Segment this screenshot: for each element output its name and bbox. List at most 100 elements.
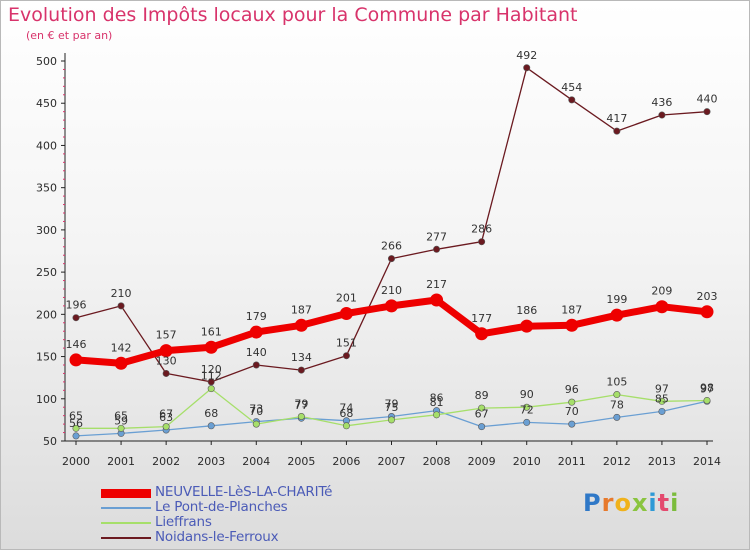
series-3-point bbox=[297, 366, 305, 374]
logo-letter: o bbox=[614, 489, 632, 517]
data-label: 120 bbox=[201, 363, 222, 376]
series-3-point bbox=[568, 96, 576, 104]
data-label: 96 bbox=[565, 383, 579, 396]
x-tick-label: 2004 bbox=[242, 455, 270, 468]
series-2-point bbox=[207, 385, 215, 393]
data-label: 68 bbox=[339, 407, 353, 420]
series-0-point bbox=[249, 325, 263, 339]
series-1-point bbox=[568, 420, 576, 428]
series-2-point bbox=[703, 396, 711, 404]
data-label: 179 bbox=[246, 310, 267, 323]
data-label: 266 bbox=[381, 240, 402, 253]
logo-letter: i bbox=[670, 489, 680, 517]
data-label: 201 bbox=[336, 291, 357, 304]
data-label: 81 bbox=[430, 396, 444, 409]
data-label: 56 bbox=[69, 417, 83, 430]
legend-swatch bbox=[101, 488, 151, 498]
series-2-point bbox=[117, 424, 125, 432]
series-0-point bbox=[475, 327, 489, 341]
x-tick-label: 2013 bbox=[648, 455, 676, 468]
data-label: 417 bbox=[606, 112, 627, 125]
series-2-point bbox=[297, 413, 305, 421]
data-label: 90 bbox=[520, 388, 534, 401]
data-label: 86 bbox=[430, 392, 444, 405]
data-label: 161 bbox=[201, 325, 222, 338]
data-label: 65 bbox=[69, 409, 83, 422]
data-label: 75 bbox=[385, 401, 399, 414]
series-0-point bbox=[520, 319, 534, 333]
data-label: 79 bbox=[294, 398, 308, 411]
x-tick-label: 2001 bbox=[107, 455, 135, 468]
series-0-point bbox=[294, 318, 308, 332]
data-label: 85 bbox=[655, 392, 669, 405]
data-label: 78 bbox=[610, 398, 624, 411]
data-label: 130 bbox=[156, 354, 177, 367]
data-label: 436 bbox=[651, 96, 672, 109]
series-0-point bbox=[385, 299, 398, 313]
series-1-point bbox=[72, 432, 80, 440]
series-0-point bbox=[700, 305, 714, 319]
series-3-point bbox=[523, 64, 531, 72]
series-layer bbox=[69, 64, 714, 440]
series-3-point bbox=[433, 245, 441, 253]
series-3-point bbox=[117, 302, 125, 310]
series-2-point bbox=[613, 391, 621, 399]
y-tick-label: 50 bbox=[43, 435, 57, 448]
series-3-point bbox=[703, 108, 711, 116]
data-label: 134 bbox=[291, 351, 312, 364]
data-label: 210 bbox=[111, 287, 132, 300]
y-tick-label: 400 bbox=[36, 139, 57, 152]
series-3-point bbox=[478, 238, 486, 246]
x-tick-label: 2003 bbox=[197, 455, 225, 468]
y-tick-label: 200 bbox=[36, 308, 57, 321]
series-2-point bbox=[478, 404, 486, 412]
series-3-point bbox=[387, 255, 395, 263]
data-label: 68 bbox=[204, 407, 218, 420]
data-label: 177 bbox=[471, 312, 492, 325]
data-label: 70 bbox=[565, 405, 579, 418]
legend-label: Noidans-le-Ferroux bbox=[155, 529, 279, 545]
y-tick-label: 300 bbox=[36, 224, 57, 237]
y-tick-label: 500 bbox=[36, 55, 57, 68]
logo-letter: r bbox=[601, 489, 615, 517]
data-label: 74 bbox=[339, 402, 353, 415]
data-label: 492 bbox=[516, 49, 537, 62]
legend-swatch bbox=[101, 537, 151, 539]
series-0-point bbox=[204, 340, 218, 354]
data-label: 217 bbox=[426, 278, 447, 291]
y-tick-label: 250 bbox=[36, 266, 57, 279]
x-tick-label: 2011 bbox=[558, 455, 586, 468]
data-label: 142 bbox=[111, 341, 132, 354]
data-label: 286 bbox=[471, 223, 492, 236]
y-tick-label: 450 bbox=[36, 97, 57, 110]
data-label: 97 bbox=[655, 382, 669, 395]
data-label: 203 bbox=[697, 290, 718, 303]
series-2-point bbox=[252, 420, 260, 428]
x-tick-label: 2008 bbox=[423, 455, 451, 468]
series-2-point bbox=[658, 397, 666, 405]
series-3-point bbox=[72, 314, 80, 322]
data-label: 105 bbox=[606, 376, 627, 389]
data-label: 187 bbox=[291, 303, 312, 316]
series-3-point bbox=[658, 111, 666, 119]
chart-subtitle: (en € et par an) bbox=[26, 29, 113, 42]
series-3-point bbox=[342, 352, 350, 360]
legend-label: Lieffrans bbox=[155, 514, 212, 530]
series-2-point bbox=[72, 424, 80, 432]
series-1-point bbox=[478, 423, 486, 431]
legend-label: Le Pont-de-Planches bbox=[155, 499, 288, 515]
y-tick-label: 100 bbox=[36, 393, 57, 406]
series-2-point bbox=[162, 423, 170, 431]
data-label: 77 bbox=[294, 399, 308, 412]
data-label: 73 bbox=[249, 403, 263, 416]
y-tick-label: 350 bbox=[36, 182, 57, 195]
data-label: 67 bbox=[475, 408, 489, 421]
data-label: 59 bbox=[114, 414, 128, 427]
axes: 50 100 150 200 250 300 350 400 450 500 2000 2001 200… bbox=[36, 53, 721, 468]
logo-letter: t bbox=[657, 489, 671, 517]
series-2-point bbox=[387, 416, 395, 424]
x-tick-label: 2006 bbox=[332, 455, 360, 468]
legend-swatch bbox=[101, 507, 151, 509]
